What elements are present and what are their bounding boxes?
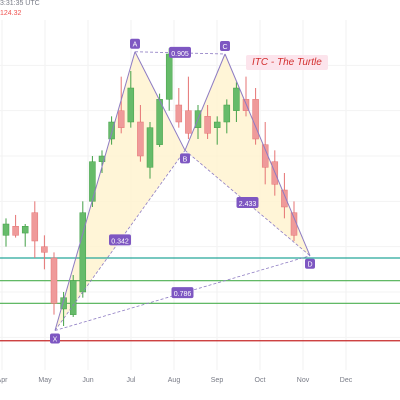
pattern-fill-bcd <box>185 54 310 256</box>
candle-body <box>233 87 240 111</box>
x-tick-label: Sep <box>211 377 224 384</box>
candle-body <box>89 161 96 202</box>
candle-body <box>108 121 115 140</box>
timestamp-label: 3:31:35 UTC <box>0 0 40 7</box>
point-label: X <box>53 337 58 344</box>
candle-body <box>98 155 106 162</box>
ratio-label-bg <box>236 197 259 209</box>
candle-body <box>281 189 288 208</box>
x-tick-label: May <box>38 377 52 384</box>
candle-body <box>2 223 10 236</box>
ratio-label-bg <box>171 287 194 299</box>
ratio-label: 2.433 <box>239 201 257 208</box>
x-tick-label: Nov <box>297 377 310 384</box>
x-tick-label: Jun <box>82 377 93 384</box>
point-label-bg <box>130 38 140 49</box>
candle-body <box>175 104 183 123</box>
candle-body <box>223 104 231 123</box>
candle-body <box>146 127 154 168</box>
candle-body <box>117 110 125 128</box>
candle-body <box>165 53 173 100</box>
point-label-bg <box>180 153 190 164</box>
pattern-leg <box>134 51 186 151</box>
point-label-bg <box>305 258 315 269</box>
point-label: C <box>222 44 227 51</box>
candle-body <box>21 226 29 234</box>
candle-body <box>12 226 19 236</box>
ratio-label-bg <box>169 46 191 58</box>
ratio-label: 0.786 <box>174 291 192 298</box>
price-fragment: 124.32 <box>0 10 22 17</box>
x-tick-label: Jul <box>127 377 136 384</box>
candle-body <box>127 87 135 123</box>
pattern-leg <box>224 53 311 256</box>
candle-body <box>261 144 269 168</box>
chart-title-tag: ITC - The Turtle <box>246 55 328 70</box>
ratio-label: 0.342 <box>111 238 129 245</box>
candle-body <box>156 99 163 145</box>
candle-body <box>213 121 221 128</box>
x-tick-label: Apr <box>0 377 8 384</box>
pattern-leg <box>54 51 136 331</box>
ratio-label-bg <box>109 234 131 246</box>
x-tick-label: Oct <box>255 377 266 384</box>
point-label: D <box>307 262 312 269</box>
point-label: A <box>133 42 138 49</box>
x-tick-label: Aug <box>168 377 181 384</box>
candle-body <box>69 280 77 315</box>
x-tick-label: Dec <box>340 377 353 384</box>
ratio-label: 0.905 <box>171 51 189 58</box>
pattern-leg <box>184 53 226 151</box>
pattern-fill-xab <box>55 51 185 331</box>
candle-body <box>137 121 144 157</box>
candle-body <box>41 246 48 253</box>
point-label-bg <box>50 333 60 344</box>
candle-body <box>185 110 192 134</box>
candle-body <box>31 212 39 242</box>
candle-body <box>60 297 67 310</box>
candle-body <box>252 99 259 140</box>
point-label-bg <box>220 41 230 51</box>
candle-body <box>204 116 211 134</box>
point-label: B <box>183 156 188 163</box>
candle-body <box>50 257 58 304</box>
